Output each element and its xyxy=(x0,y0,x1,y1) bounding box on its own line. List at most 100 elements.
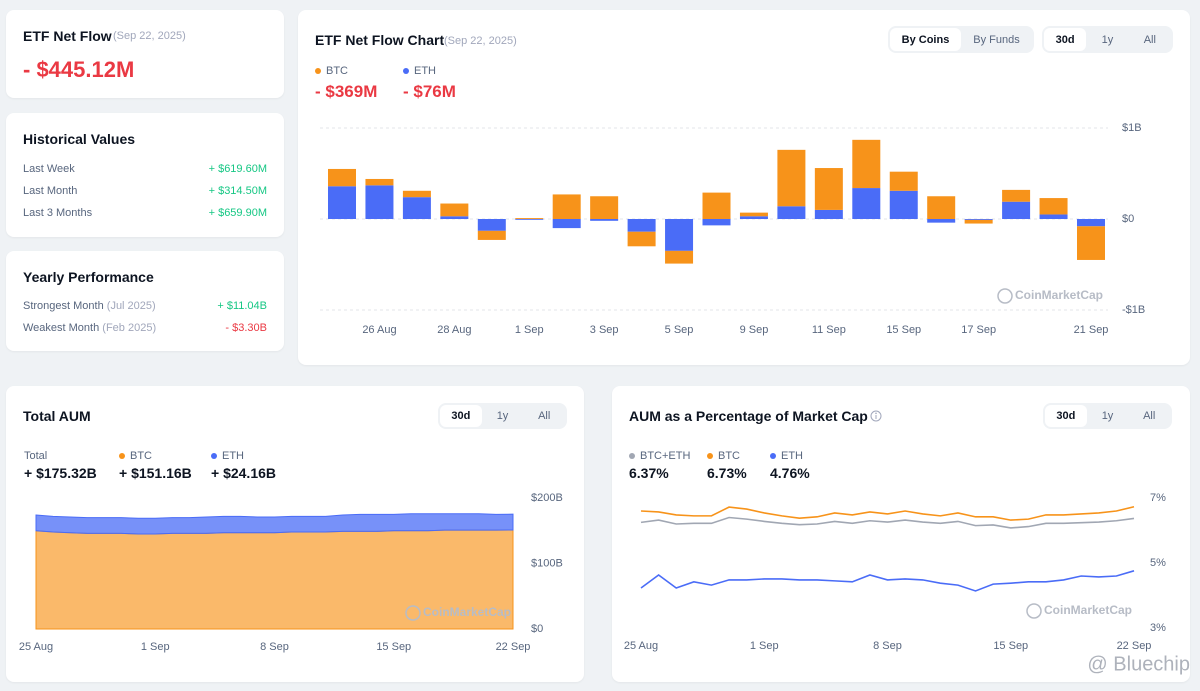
summary-card: ETF Net Flow (Sep 22, 2025) - $445.12M xyxy=(6,10,284,98)
range-toggle: 30d 1y All xyxy=(438,403,567,429)
y-tick-label: $100B xyxy=(531,557,563,569)
toggle-button[interactable]: By Funds xyxy=(973,33,1020,46)
y-tick-label: 7% xyxy=(1150,492,1166,504)
bar-segment xyxy=(402,197,431,219)
card-date: (Sep 22, 2025) xyxy=(113,30,186,42)
range-button[interactable]: 1y xyxy=(496,410,509,422)
range-button[interactable]: All xyxy=(1143,33,1156,46)
x-tick-label: 3 Sep xyxy=(590,324,619,336)
bar-segment xyxy=(402,190,431,198)
view-toggle: By Coins By Funds xyxy=(888,26,1034,53)
legend-item: BTC xyxy=(707,450,740,462)
legend-item: ETH xyxy=(211,450,244,462)
bar-segment xyxy=(440,203,469,217)
bar-segment xyxy=(964,219,993,220)
legend-item: BTC xyxy=(119,450,152,462)
chart-watermark: CoinMarketCap xyxy=(423,605,511,619)
toggle-button[interactable]: By Coins xyxy=(890,28,961,51)
legend-label: BTC xyxy=(718,450,740,462)
aum-pct-card: AUM as a Percentage of Market Cap 30d 1y… xyxy=(612,386,1190,682)
bar-segment xyxy=(1039,198,1068,215)
x-tick-label: 11 Sep xyxy=(812,324,846,336)
range-button[interactable]: 30d xyxy=(1044,28,1087,51)
row-label: Last 3 Months xyxy=(23,207,93,219)
bar-segment xyxy=(702,192,731,219)
row-value: + $314.50M xyxy=(208,185,267,197)
bar-segment xyxy=(964,219,993,224)
legend-dot xyxy=(403,68,409,75)
legend-value: - $369M xyxy=(315,82,378,101)
watermark-logo xyxy=(997,288,1013,304)
bar-segment xyxy=(927,196,956,219)
row-value: - $3.30B xyxy=(225,322,267,334)
bar-segment xyxy=(552,194,581,219)
range-button[interactable]: 30d xyxy=(1045,405,1087,427)
range-button[interactable]: All xyxy=(538,410,551,422)
range-button[interactable]: 30d xyxy=(440,405,482,427)
y-tick-label: $0 xyxy=(1122,213,1134,225)
x-tick-label: 15 Sep xyxy=(993,640,1028,652)
bar-segment xyxy=(777,206,806,219)
y-tick-label: $0 xyxy=(531,623,543,635)
x-tick-label: 17 Sep xyxy=(961,324,996,336)
row-name: Weakest Month xyxy=(23,322,100,334)
bar-segment xyxy=(515,218,544,219)
bar-segment xyxy=(927,219,956,223)
x-tick-label: 28 Aug xyxy=(437,324,471,336)
x-tick-label: 25 Aug xyxy=(624,640,658,652)
range-button[interactable]: 1y xyxy=(1101,33,1114,46)
info-icon[interactable] xyxy=(870,410,882,422)
legend-dot xyxy=(707,453,713,460)
bar-segment xyxy=(627,219,656,232)
watermark-logo xyxy=(1026,603,1042,619)
legend-label: ETH xyxy=(414,65,436,77)
bar-segment xyxy=(665,219,694,251)
x-tick-label: 1 Sep xyxy=(141,641,170,653)
bar-segment xyxy=(477,230,506,240)
bar-segment xyxy=(777,149,806,207)
bar-segment xyxy=(814,209,843,219)
x-tick-label: 15 Sep xyxy=(886,324,921,336)
bar-segment xyxy=(889,171,918,191)
x-tick-label: 22 Sep xyxy=(1117,640,1152,652)
card-title: Yearly Performance xyxy=(23,269,154,285)
x-tick-label: 26 Aug xyxy=(362,324,396,336)
bar-segment xyxy=(552,219,581,229)
range-button[interactable]: All xyxy=(1143,410,1156,422)
row-label: Last Month xyxy=(23,185,78,197)
bar-segment xyxy=(328,168,356,187)
y-tick-label: 5% xyxy=(1150,557,1166,569)
line xyxy=(640,570,1135,592)
range-button[interactable]: 1y xyxy=(1101,410,1114,422)
bar-segment xyxy=(739,212,768,217)
bar-segment xyxy=(590,196,619,219)
y-tick-label: $1B xyxy=(1122,122,1142,134)
legend-value: 6.73% xyxy=(707,465,747,481)
legend-value: 4.76% xyxy=(770,465,810,481)
line xyxy=(640,516,1135,529)
y-tick-label: $200B xyxy=(531,492,563,504)
row-value: + $659.90M xyxy=(208,207,267,219)
card-title: ETF Net Flow Chart xyxy=(315,32,445,48)
x-tick-label: 1 Sep xyxy=(750,640,779,652)
legend-item: ETH xyxy=(403,65,436,77)
watermark-logo xyxy=(405,605,421,621)
card-title: Total AUM xyxy=(23,408,91,424)
net-flow-card: ETF Net Flow Chart (Sep 22, 2025) By Coi… xyxy=(298,10,1190,365)
card-date: (Sep 22, 2025) xyxy=(444,35,517,47)
legend-label: Total xyxy=(24,450,48,462)
net-flow-value: - $445.12M xyxy=(23,57,135,82)
row-period: (Feb 2025) xyxy=(102,322,157,334)
legend-dot xyxy=(315,68,321,75)
bar-segment xyxy=(365,178,394,186)
chart-watermark: CoinMarketCap xyxy=(1044,603,1132,617)
legend-dot xyxy=(119,453,125,460)
row-label: Last Week xyxy=(23,163,75,175)
yearly-card: Yearly Performance Strongest Month (Jul … xyxy=(6,251,284,351)
legend-item: ETH xyxy=(770,450,803,462)
chart-watermark: CoinMarketCap xyxy=(1015,288,1103,302)
watermark: @ Bluechip xyxy=(1087,653,1190,675)
row-period: (Jul 2025) xyxy=(106,300,156,312)
bar-segment xyxy=(1002,189,1031,202)
legend-value: + $175.32B xyxy=(24,465,97,481)
